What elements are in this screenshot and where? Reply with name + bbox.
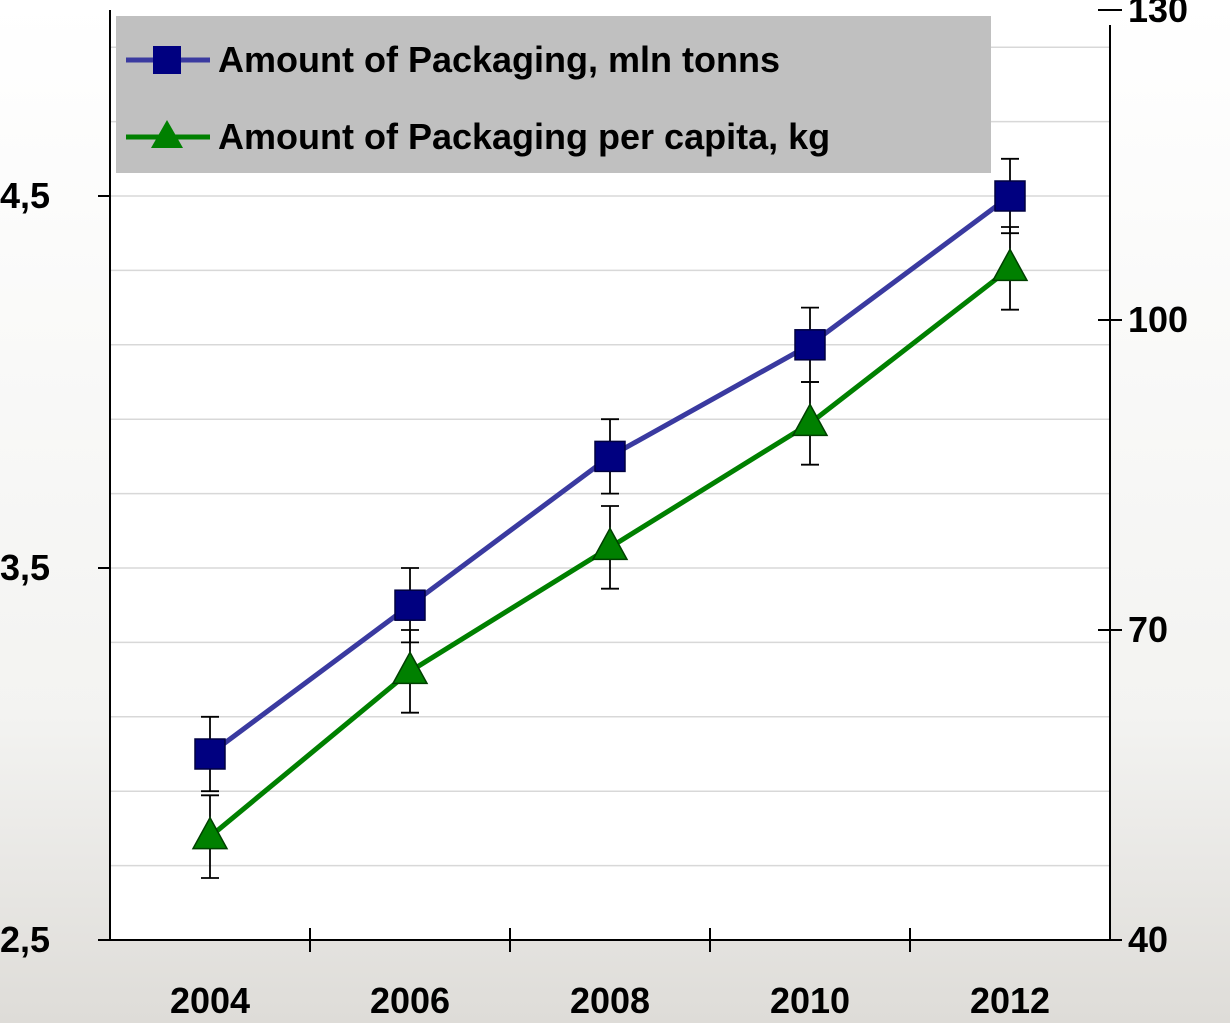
x-tick-label: 2012	[970, 980, 1050, 1021]
data-point-square	[395, 590, 425, 620]
data-point-square	[995, 181, 1025, 211]
left-tick-label: 4,5	[0, 175, 50, 216]
left-tick-label: 3,5	[0, 547, 50, 588]
x-tick-label: 2010	[770, 980, 850, 1021]
right-tick-label: 70	[1128, 609, 1168, 650]
data-point-square	[795, 330, 825, 360]
left-tick-label: 2,5	[0, 919, 50, 960]
x-tick-label: 2004	[170, 980, 250, 1021]
legend: Amount of Packaging, mln tonns Amount of …	[116, 16, 991, 173]
legend-marker-square	[153, 46, 181, 74]
right-tick-label: 130	[1128, 0, 1188, 30]
data-point-square	[195, 739, 225, 769]
data-point-square	[595, 441, 625, 471]
right-tick-label: 100	[1128, 299, 1188, 340]
legend-label: Amount of Packaging per capita, kg	[218, 116, 830, 157]
x-tick-label: 2006	[370, 980, 450, 1021]
x-tick-label: 2008	[570, 980, 650, 1021]
legend-label: Amount of Packaging, mln tonns	[218, 39, 780, 80]
right-tick-label: 40	[1128, 919, 1168, 960]
